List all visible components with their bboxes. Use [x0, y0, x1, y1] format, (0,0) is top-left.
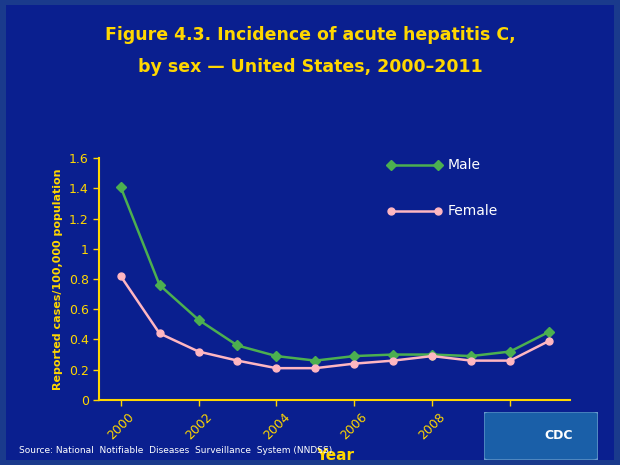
Male — [350, 353, 358, 359]
Text: Female: Female — [448, 204, 498, 218]
Text: CDC: CDC — [544, 430, 572, 442]
Female — [234, 358, 241, 364]
Female — [273, 365, 280, 371]
Male — [428, 352, 436, 358]
Female — [350, 361, 358, 366]
X-axis label: Year: Year — [316, 448, 354, 463]
Male — [389, 352, 397, 358]
Female — [312, 365, 319, 371]
Male — [467, 353, 475, 359]
Female — [389, 358, 397, 364]
Female — [428, 353, 436, 359]
Text: Figure 4.3. Incidence of acute hepatitis C,: Figure 4.3. Incidence of acute hepatitis… — [105, 26, 515, 44]
Male — [117, 184, 125, 190]
Text: Source: National  Notifiable  Diseases  Surveillance  System (NNDSS): Source: National Notifiable Diseases Sur… — [19, 446, 332, 455]
Female — [117, 273, 125, 279]
Male — [273, 353, 280, 359]
FancyBboxPatch shape — [484, 412, 598, 460]
Male — [234, 343, 241, 348]
Female — [545, 338, 552, 344]
Male — [545, 329, 552, 335]
Line: Male: Male — [117, 183, 552, 364]
Text: Male: Male — [448, 159, 481, 173]
Female — [156, 331, 163, 336]
Female — [467, 358, 475, 364]
Y-axis label: Reported cases/100,000 population: Reported cases/100,000 population — [53, 168, 63, 390]
Line: Female: Female — [117, 272, 552, 372]
Text: by sex — United States, 2000–2011: by sex — United States, 2000–2011 — [138, 58, 482, 76]
Male — [312, 358, 319, 364]
Male — [507, 349, 514, 354]
Female — [507, 358, 514, 364]
Male — [156, 282, 163, 288]
Female — [195, 349, 202, 354]
Male — [195, 317, 202, 323]
